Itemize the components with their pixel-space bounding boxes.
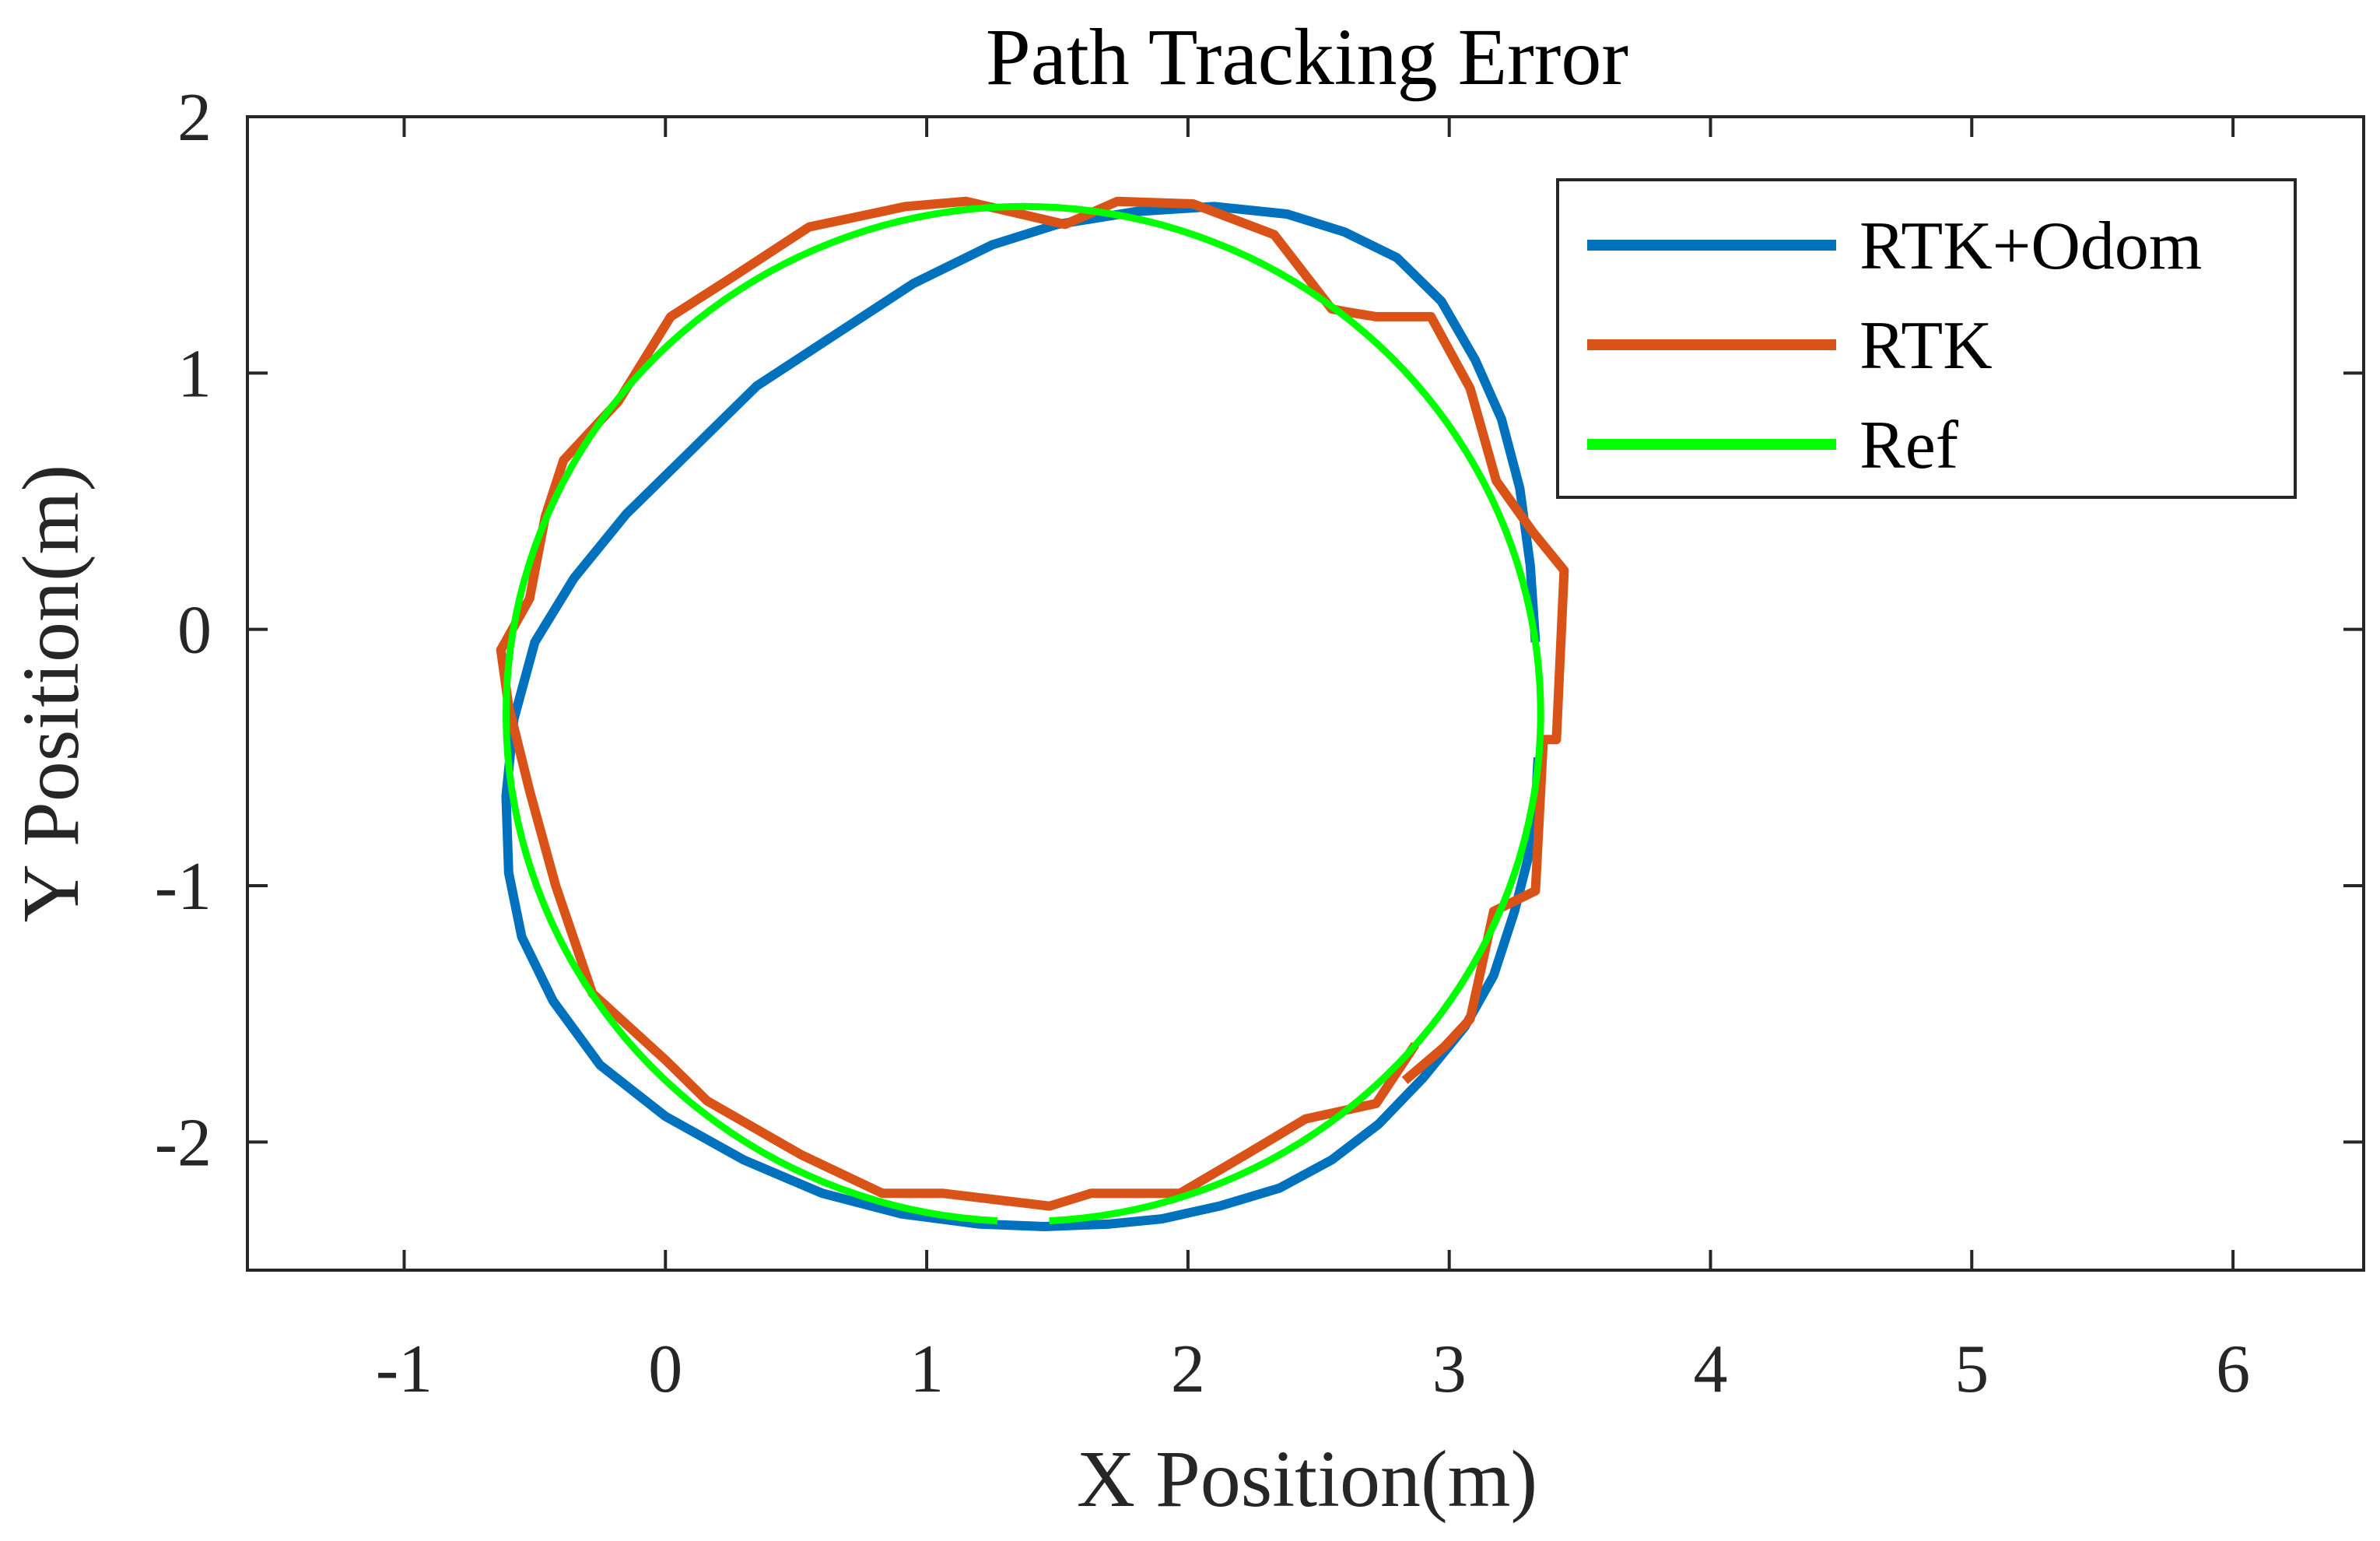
series-line-rtk-odom bbox=[501, 202, 1543, 1231]
y-tick-label: 2 bbox=[177, 80, 212, 156]
legend-label: RTK+Odom bbox=[1859, 209, 2202, 284]
x-tick-label: 1 bbox=[910, 1332, 944, 1407]
legend: RTK+Odom RTK Ref bbox=[1556, 178, 2297, 499]
axes-frame bbox=[246, 115, 2365, 1272]
x-tick-label: 3 bbox=[1432, 1332, 1467, 1407]
tick-labels: -1 0 1 2 3 4 5 6 -2 -1 0 1 2 bbox=[155, 80, 2250, 1407]
legend-label: RTK bbox=[1859, 308, 1993, 384]
x-tick-label: -1 bbox=[376, 1332, 433, 1407]
x-tick-label: 5 bbox=[1954, 1332, 1989, 1407]
x-axis-title: X Position(m) bbox=[1077, 1434, 1537, 1524]
y-axis-title: Y Position(m) bbox=[6, 465, 96, 922]
legend-label: Ref bbox=[1859, 408, 1959, 483]
x-tick-label: 4 bbox=[1693, 1332, 1727, 1407]
y-tick-label: 1 bbox=[177, 336, 212, 412]
x-tick-label: 2 bbox=[1171, 1332, 1205, 1407]
axis-ticks bbox=[247, 115, 2364, 1270]
y-tick-label: -1 bbox=[155, 849, 212, 925]
plot-area bbox=[496, 196, 1569, 1231]
series-line-rtk bbox=[496, 196, 1569, 1211]
y-tick-label: -2 bbox=[155, 1105, 212, 1181]
y-tick-label: 0 bbox=[177, 593, 212, 669]
x-tick-label: 0 bbox=[648, 1332, 682, 1407]
series-line-ref bbox=[503, 202, 1544, 1225]
chart-title: Path Tracking Error bbox=[986, 12, 1628, 102]
x-tick-label: 6 bbox=[2216, 1332, 2250, 1407]
